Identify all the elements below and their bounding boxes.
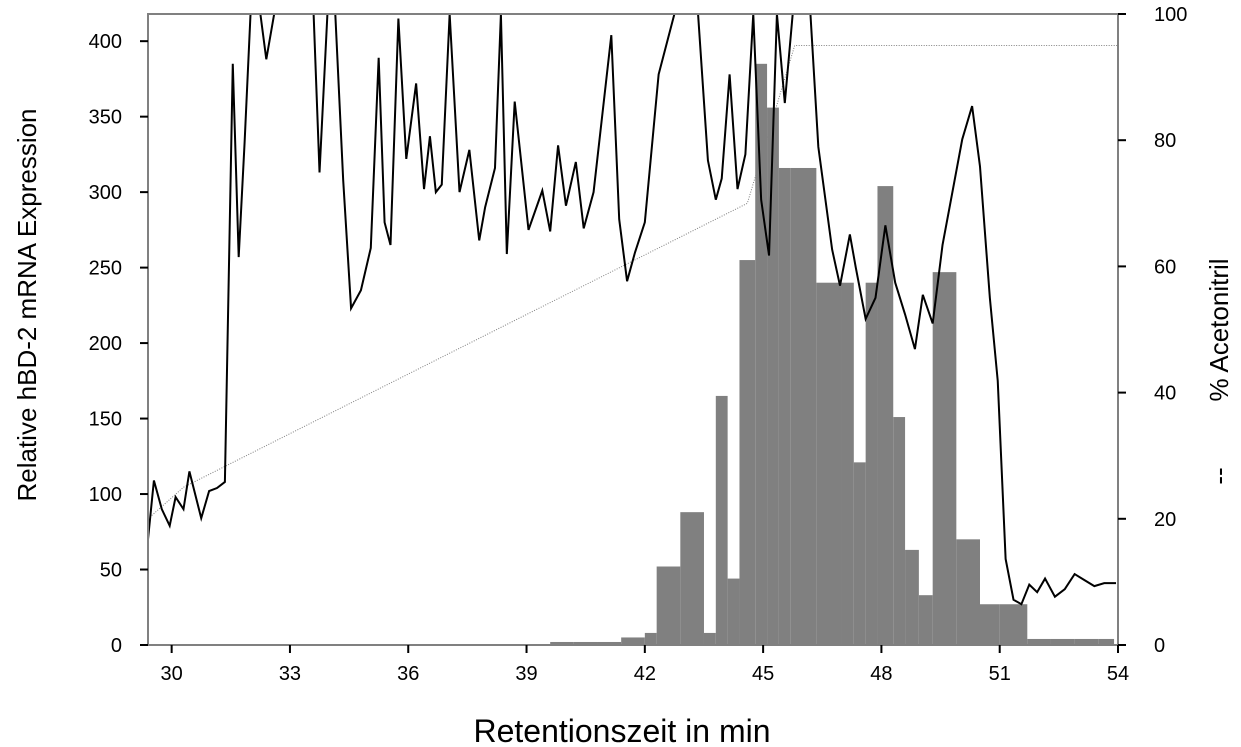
x-tick-label: 48: [870, 663, 892, 685]
y-tick-label: 250: [89, 258, 122, 280]
y-tick-label: 100: [89, 484, 122, 506]
bar: [573, 641, 598, 645]
plot-frame: [147, 13, 1119, 646]
bar: [715, 395, 728, 645]
y2-tick-label: 20: [1154, 509, 1176, 531]
y-tick-label: 50: [100, 560, 122, 582]
x-tick-label: 33: [279, 663, 301, 685]
bars-layer: [550, 63, 1115, 645]
x-tick-label: 39: [515, 663, 537, 685]
bar: [703, 632, 716, 645]
bar: [956, 539, 980, 645]
y2-tick-label: 0: [1154, 635, 1165, 657]
y-axis-title: Relative hBD-2 mRNA Expression: [12, 108, 42, 501]
x-tick-label: 54: [1107, 663, 1129, 685]
bar: [680, 512, 704, 645]
bar: [767, 107, 779, 645]
bar: [597, 641, 622, 645]
bar: [727, 578, 740, 645]
bar: [853, 462, 866, 645]
bar: [621, 637, 645, 645]
bar: [893, 417, 906, 645]
bar: [918, 595, 933, 645]
y-tick-label: 400: [89, 31, 122, 53]
y2-tick-label: 60: [1154, 256, 1176, 278]
bar: [932, 272, 957, 645]
y-axis-left: 0 50 100 150 200 250 300 350 400: [89, 31, 148, 657]
y2-tick-label: 100: [1154, 4, 1187, 26]
bar: [1074, 638, 1099, 645]
bar: [816, 282, 842, 645]
x-tick-label: 45: [752, 663, 774, 685]
x-tick-label: 30: [161, 663, 183, 685]
x-axis-title: Retentionszeit in min: [473, 713, 770, 747]
y-tick-label: 350: [89, 107, 122, 129]
y-tick-label: 150: [89, 409, 122, 431]
bar: [755, 63, 768, 645]
bar: [778, 167, 791, 645]
bar: [550, 641, 574, 645]
y-tick-label: 200: [89, 333, 122, 355]
y2-axis-title-dash: --: [1204, 467, 1234, 484]
x-tick-label: 51: [989, 663, 1011, 685]
bar: [1027, 638, 1051, 645]
plot-border: [147, 13, 1119, 646]
bar: [790, 167, 817, 645]
x-tick-label: 42: [634, 663, 656, 685]
x-axis: 30 33 36 39 42 45 48 51 54: [161, 645, 1129, 685]
series-line: [147, 13, 1117, 606]
bar: [644, 632, 657, 645]
bar: [865, 282, 878, 645]
y-tick-label: 300: [89, 182, 122, 204]
bar: [841, 282, 854, 645]
y-axis-right: 0 20 40 60 80 100: [1118, 4, 1187, 657]
y2-tick-label: 40: [1154, 383, 1176, 405]
bar: [877, 186, 894, 645]
bar: [656, 566, 681, 645]
bar: [999, 604, 1028, 645]
x-tick-label: 36: [397, 663, 419, 685]
bar: [1050, 638, 1075, 645]
bar: [905, 549, 919, 645]
bar: [979, 604, 1000, 645]
line-layer: [147, 13, 1117, 606]
bar: [739, 260, 756, 645]
y-tick-label: 0: [111, 635, 122, 657]
y2-axis-title: % Acetonitril: [1204, 258, 1234, 401]
bar: [1098, 638, 1115, 645]
y2-tick-label: 80: [1154, 130, 1176, 152]
